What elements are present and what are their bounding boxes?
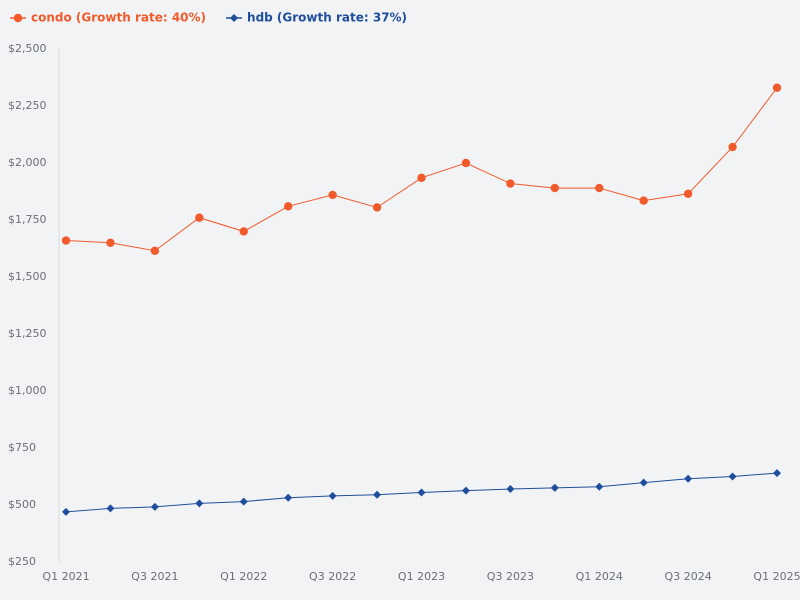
legend-marker [13,13,23,23]
point [550,183,560,193]
point [195,213,204,222]
y-tick-label: $500 [8,498,36,511]
point [683,189,693,198]
y-tick-label: $1,750 [8,213,47,226]
legend-marker [230,14,239,22]
point [372,203,382,212]
x-tick-label: Q3 2023 [487,570,534,583]
point [595,482,604,491]
point [595,183,604,193]
point [728,142,737,152]
point [373,490,382,499]
y-tick-label: $2,250 [8,99,47,112]
point [61,236,71,245]
point [639,196,648,205]
point [195,499,204,508]
point [150,502,159,511]
point [239,497,248,506]
x-tick-label: Q1 2022 [220,570,267,583]
point [239,227,248,236]
point [284,493,293,502]
y-tick-label: $2,500 [8,42,47,55]
point [506,485,515,494]
y-tick-label: $2,000 [8,156,47,169]
point [684,474,693,483]
legend-label: condo (Growth rate: 40%) [31,11,206,25]
point [328,491,337,500]
point [773,469,781,478]
point [150,246,160,255]
y-tick-label: $250 [8,555,36,568]
x-tick-label: Q1 2024 [576,570,623,583]
point [328,190,337,200]
point [639,478,648,487]
x-tick-label: Q3 2022 [309,570,356,583]
point [461,158,471,168]
point [461,486,470,495]
point [283,202,293,211]
point [728,472,737,481]
x-tick-label: Q1 2023 [398,570,445,583]
point [417,173,426,183]
y-tick-label: $1,500 [8,270,47,283]
point [62,507,70,516]
point [417,488,426,497]
point [506,179,515,188]
x-tick-label: Q3 2024 [665,570,712,583]
x-tick-label: Q1 2025 [753,570,800,583]
y-tick-label: $750 [8,441,36,454]
x-tick-label: Q1 2021 [42,570,89,583]
legend-label: hdb (Growth rate: 37%) [247,11,407,25]
point [106,504,115,513]
point [550,483,559,492]
x-tick-label: Q3 2021 [131,570,178,583]
point [106,238,115,247]
point [772,83,782,92]
y-tick-label: $1,000 [8,384,47,397]
y-tick-label: $1,250 [8,327,47,340]
